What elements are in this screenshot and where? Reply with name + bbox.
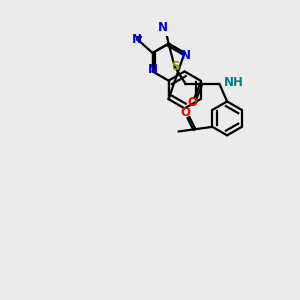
Text: N: N	[131, 32, 142, 46]
Text: NH: NH	[224, 76, 244, 89]
Text: N: N	[181, 49, 191, 62]
Text: N: N	[158, 21, 167, 34]
Text: O: O	[188, 97, 197, 110]
Text: N: N	[148, 63, 158, 76]
Text: S: S	[171, 60, 180, 73]
Text: O: O	[180, 106, 190, 119]
